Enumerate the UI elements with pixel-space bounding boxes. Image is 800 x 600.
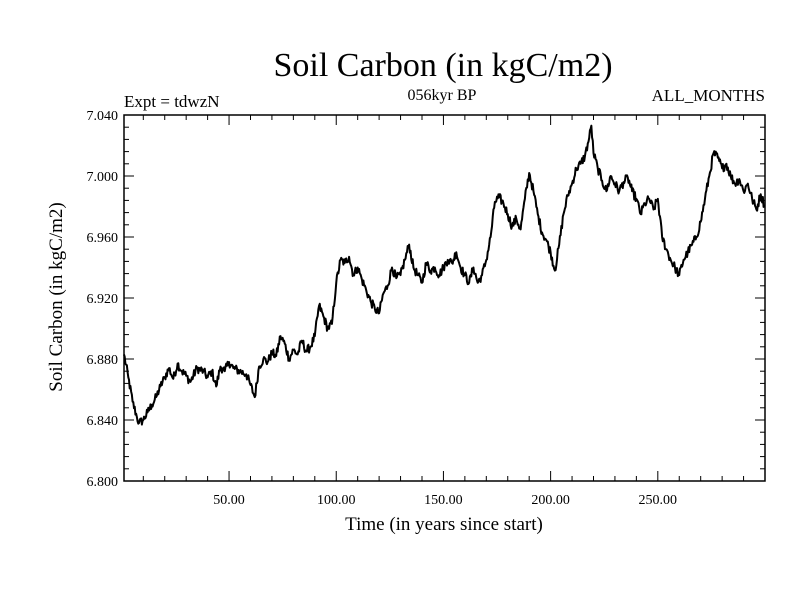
plot-frame — [123, 114, 766, 482]
x-axis-label: Time (in years since start) — [345, 514, 543, 535]
x-tick-label: 250.00 — [639, 493, 678, 508]
x-tick-label: 50.00 — [213, 493, 245, 508]
y-tick-label: 6.960 — [87, 231, 119, 246]
experiment-label: Expt = tdwzN — [124, 92, 220, 111]
chart-subtitle: 056kyr BP — [408, 87, 477, 104]
series-line — [123, 124, 766, 426]
x-tick-label: 150.00 — [424, 493, 463, 508]
y-axis-label: Soil Carbon (in kgC/m2) — [46, 202, 67, 391]
y-tick-label: 6.800 — [87, 475, 119, 490]
chart-title: Soil Carbon (in kgC/m2) — [273, 47, 612, 84]
y-tick-label: 6.920 — [87, 292, 119, 307]
y-tick-label: 7.000 — [87, 170, 119, 185]
y-tick-label: 6.880 — [87, 353, 119, 368]
x-tick-label: 100.00 — [317, 493, 356, 508]
y-tick-label: 6.840 — [87, 414, 119, 429]
x-tick-label: 200.00 — [531, 493, 570, 508]
tick-labels: 50.00 100.00 150.00 200.00 250.00 6.800 6.840 6… — [87, 109, 678, 508]
axis-ticks — [124, 114, 766, 482]
months-label: ALL_MONTHS — [652, 86, 765, 105]
y-tick-label: 7.040 — [87, 109, 119, 124]
